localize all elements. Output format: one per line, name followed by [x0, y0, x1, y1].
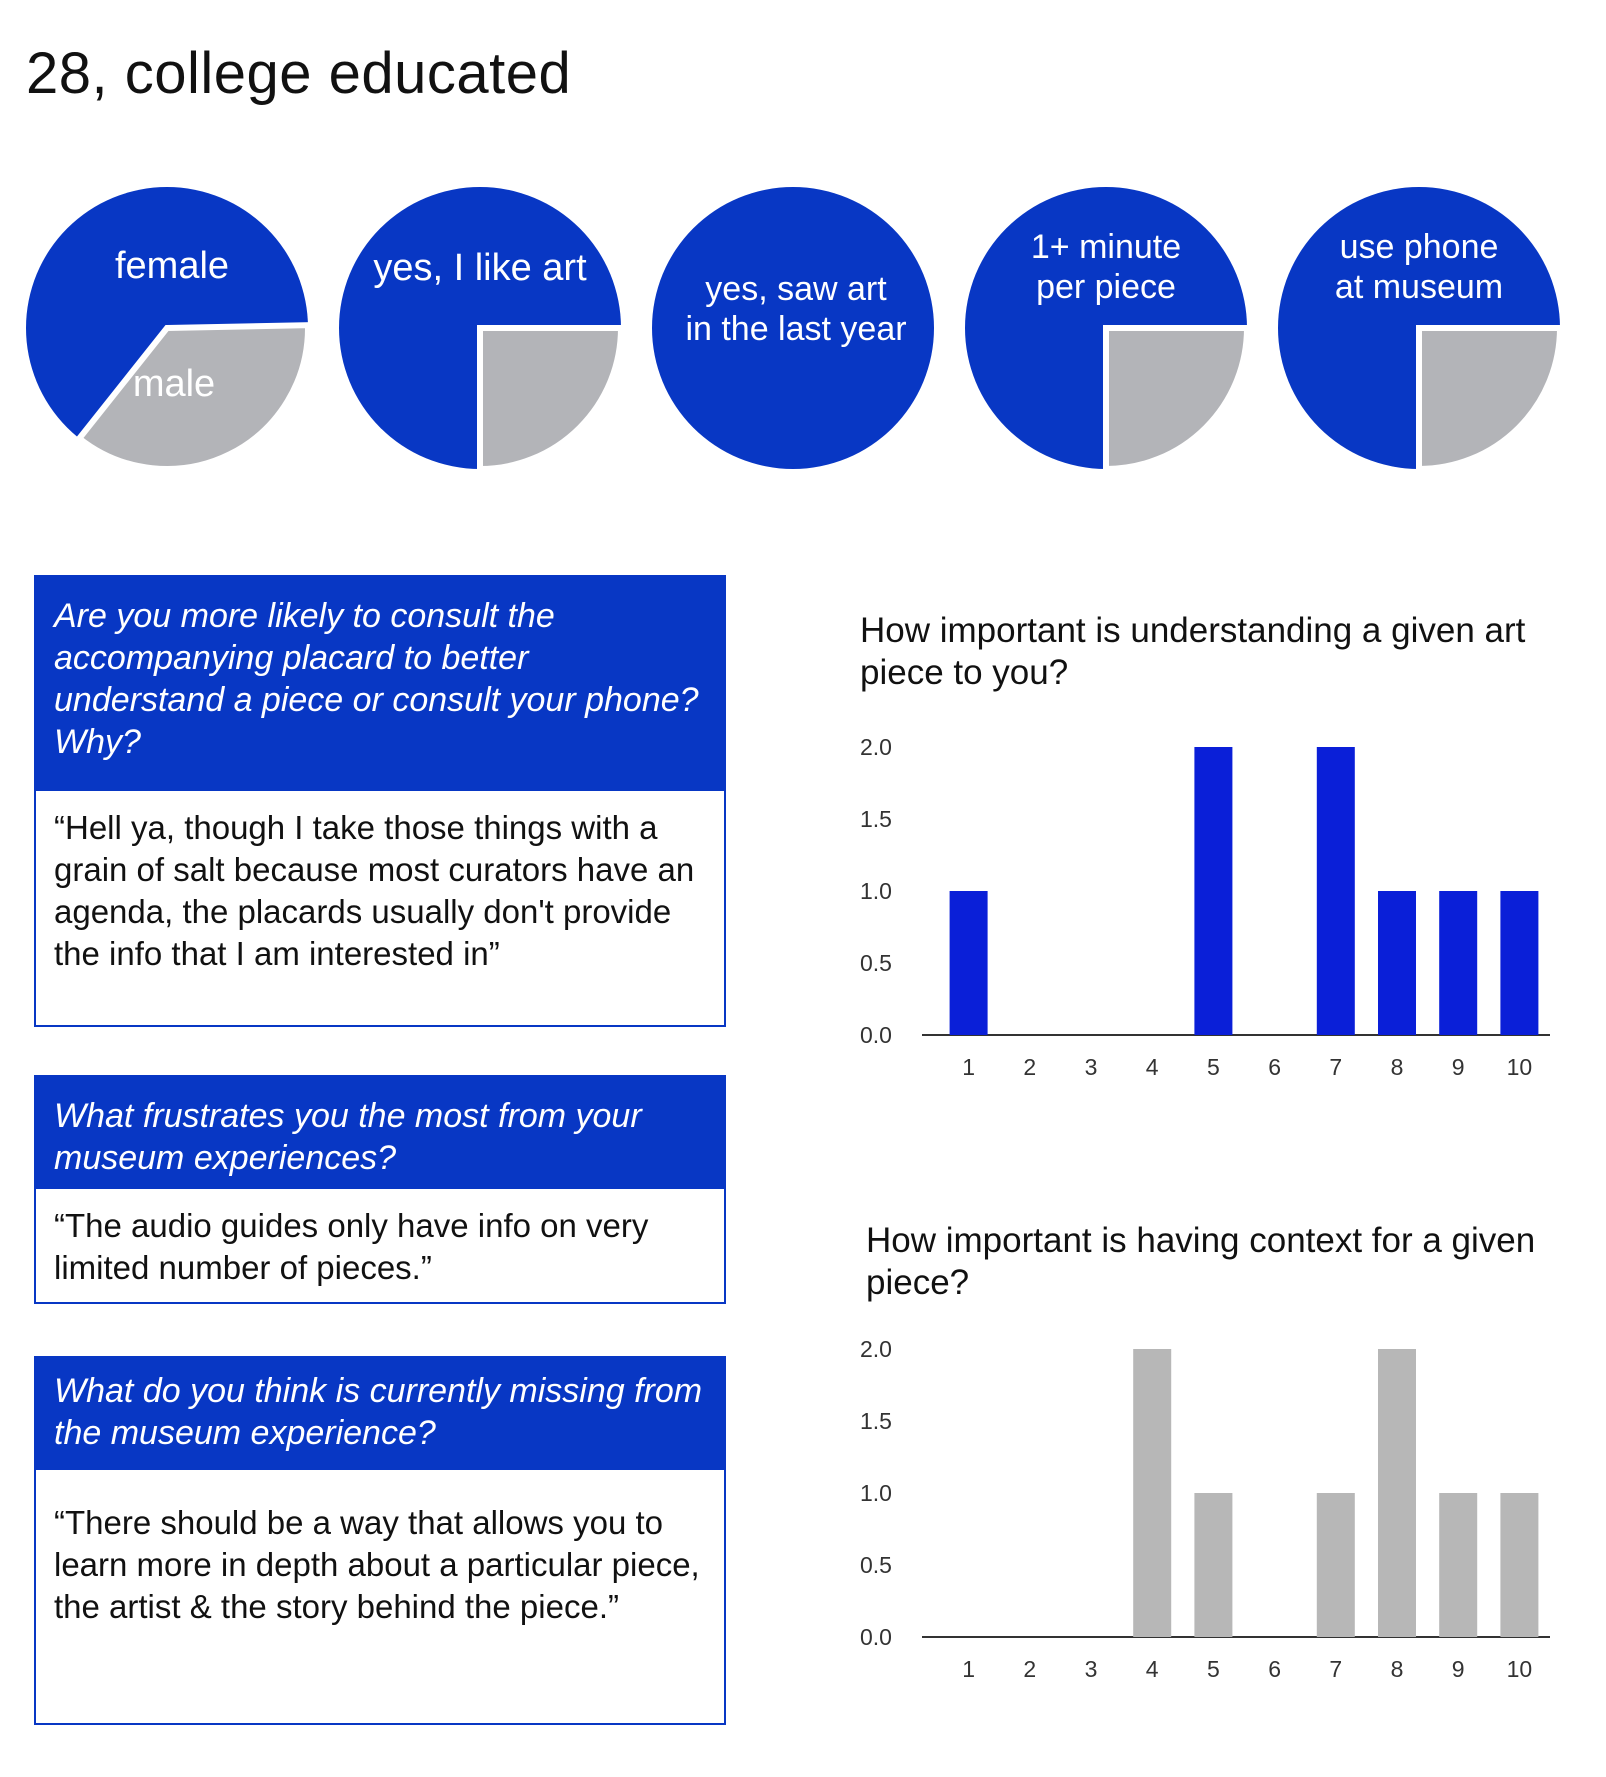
- y-tick-label: 1.0: [860, 878, 892, 904]
- question-heading: Are you more likely to consult the accom…: [34, 575, 726, 791]
- answer-text: “The audio guides only have info on very…: [34, 1189, 726, 1304]
- x-tick-label: 5: [1207, 1054, 1220, 1080]
- y-tick-label: 1.0: [860, 1480, 892, 1506]
- chart-title-context: How important is having context for a gi…: [866, 1221, 1536, 1302]
- pie-label-minute-2: per piece: [1036, 268, 1176, 306]
- bar: [1194, 1493, 1233, 1637]
- x-tick-label: 7: [1329, 1656, 1342, 1682]
- pie-slice-secondary: [477, 325, 625, 473]
- x-tick-label: 4: [1146, 1656, 1159, 1682]
- bar: [1194, 747, 1233, 1035]
- x-tick-label: 7: [1329, 1054, 1342, 1080]
- bar: [1439, 891, 1478, 1035]
- bar: [1500, 891, 1539, 1035]
- x-tick-label: 6: [1268, 1054, 1281, 1080]
- bar-chart-understanding: 2.0 1.5 1.0 0.5 0.0 1 2 3 4 5 6 7 8 9 10: [850, 720, 1570, 1090]
- x-tick-label: 3: [1085, 1054, 1098, 1080]
- bar: [1378, 1349, 1416, 1637]
- pie-label-female: female: [115, 245, 229, 287]
- answer-text: “Hell ya, though I take those things wit…: [34, 791, 726, 1027]
- bar-chart-context: 2.0 1.5 1.0 0.5 0.0 1 2 3 4 5 6 7 8 9 10: [850, 1322, 1570, 1692]
- x-tick-label: 2: [1023, 1054, 1036, 1080]
- chart-title-understanding: How important is understanding a given a…: [860, 611, 1526, 692]
- x-tick-label: 1: [962, 1656, 975, 1682]
- bar: [1316, 747, 1355, 1035]
- pie-label-minute-1: 1+ minute: [1031, 228, 1181, 266]
- x-tick-label: 2: [1023, 1656, 1036, 1682]
- y-tick-label: 2.0: [860, 734, 892, 760]
- pie-slice-secondary: [1103, 325, 1251, 473]
- pie-like-art: yes, I like art: [335, 178, 625, 478]
- pie-label-saw-art-2: in the last year: [685, 310, 906, 348]
- x-tick-label: 8: [1391, 1656, 1404, 1682]
- x-tick-label: 10: [1507, 1054, 1533, 1080]
- x-tick-label: 10: [1507, 1656, 1533, 1682]
- x-tick-label: 8: [1391, 1054, 1404, 1080]
- question-card-placard: Are you more likely to consult the accom…: [34, 575, 726, 1027]
- question-heading: What do you think is currently missing f…: [34, 1356, 726, 1470]
- pie-slice-secondary: [1416, 325, 1564, 473]
- answer-text: “There should be a way that allows you t…: [34, 1470, 726, 1725]
- pie-label-phone-1: use phone: [1340, 228, 1499, 266]
- pie-gender: female male: [22, 178, 312, 478]
- bar: [1439, 1493, 1478, 1637]
- bar: [1316, 1493, 1355, 1637]
- x-tick-label: 9: [1452, 1054, 1465, 1080]
- y-tick-label: 1.5: [860, 1408, 892, 1434]
- x-tick-label: 1: [962, 1054, 975, 1080]
- question-heading: What frustrates you the most from your m…: [34, 1075, 726, 1189]
- y-tick-label: 2.0: [860, 1336, 892, 1362]
- pie-saw-art: yes, saw art in the last year: [648, 178, 938, 478]
- bar: [949, 891, 988, 1035]
- question-card-frustrations: What frustrates you the most from your m…: [34, 1075, 726, 1304]
- pie-slice-secondary: [75, 322, 311, 472]
- question-card-missing: What do you think is currently missing f…: [34, 1356, 726, 1725]
- pie-label-male: male: [133, 363, 215, 405]
- pie-label-like-art: yes, I like art: [373, 247, 587, 289]
- pie-label-phone-2: at museum: [1335, 268, 1503, 306]
- page-title: 28, college educated: [26, 41, 572, 106]
- x-tick-label: 4: [1146, 1054, 1159, 1080]
- x-tick-label: 5: [1207, 1656, 1220, 1682]
- bar: [1133, 1349, 1172, 1637]
- y-tick-label: 0.5: [860, 1552, 892, 1578]
- bar: [1378, 891, 1416, 1035]
- x-tick-label: 9: [1452, 1656, 1465, 1682]
- y-tick-label: 0.0: [860, 1022, 892, 1048]
- x-tick-label: 3: [1085, 1656, 1098, 1682]
- pie-use-phone: use phone at museum: [1274, 178, 1564, 478]
- y-tick-label: 1.5: [860, 806, 892, 832]
- bar: [1500, 1493, 1539, 1637]
- pie-slice-main: [652, 187, 934, 469]
- y-tick-label: 0.0: [860, 1624, 892, 1650]
- x-tick-label: 6: [1268, 1656, 1281, 1682]
- y-tick-label: 0.5: [860, 950, 892, 976]
- pie-label-saw-art-1: yes, saw art: [705, 270, 887, 308]
- pie-minute-per-piece: 1+ minute per piece: [961, 178, 1251, 478]
